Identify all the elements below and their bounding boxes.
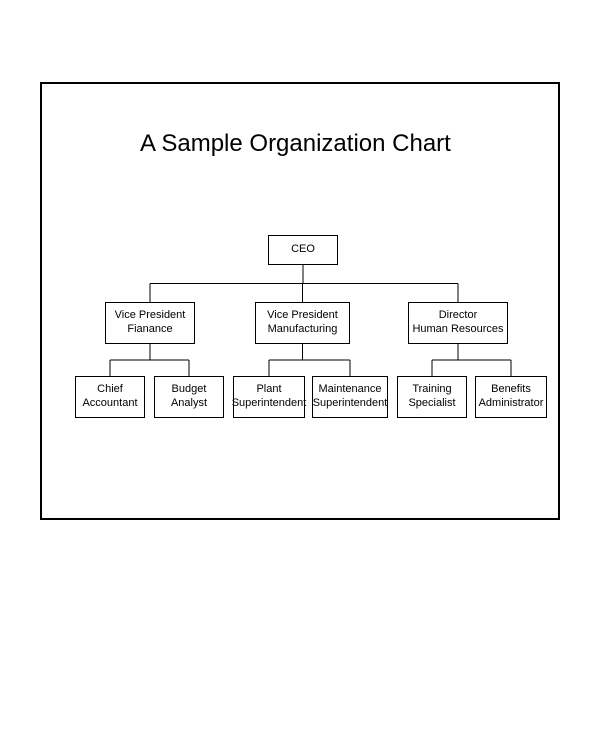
org-node-train: Training Specialist bbox=[397, 376, 467, 418]
page: A Sample Organization Chart CEOVice Pres… bbox=[0, 0, 600, 730]
org-connectors bbox=[0, 0, 600, 730]
org-node-budget: Budget Analyst bbox=[154, 376, 224, 418]
org-node-ceo: CEO bbox=[268, 235, 338, 265]
org-node-vp-mfg: Vice President Manufacturing bbox=[255, 302, 350, 344]
org-node-dir-hr: Director Human Resources bbox=[408, 302, 508, 344]
org-node-acct: Chief Accountant bbox=[75, 376, 145, 418]
org-node-plant: Plant Superintendent bbox=[233, 376, 305, 418]
org-node-vp-fin: Vice President Fianance bbox=[105, 302, 195, 344]
org-node-benefit: Benefits Administrator bbox=[475, 376, 547, 418]
org-node-maint: Maintenance Superintendent bbox=[312, 376, 388, 418]
